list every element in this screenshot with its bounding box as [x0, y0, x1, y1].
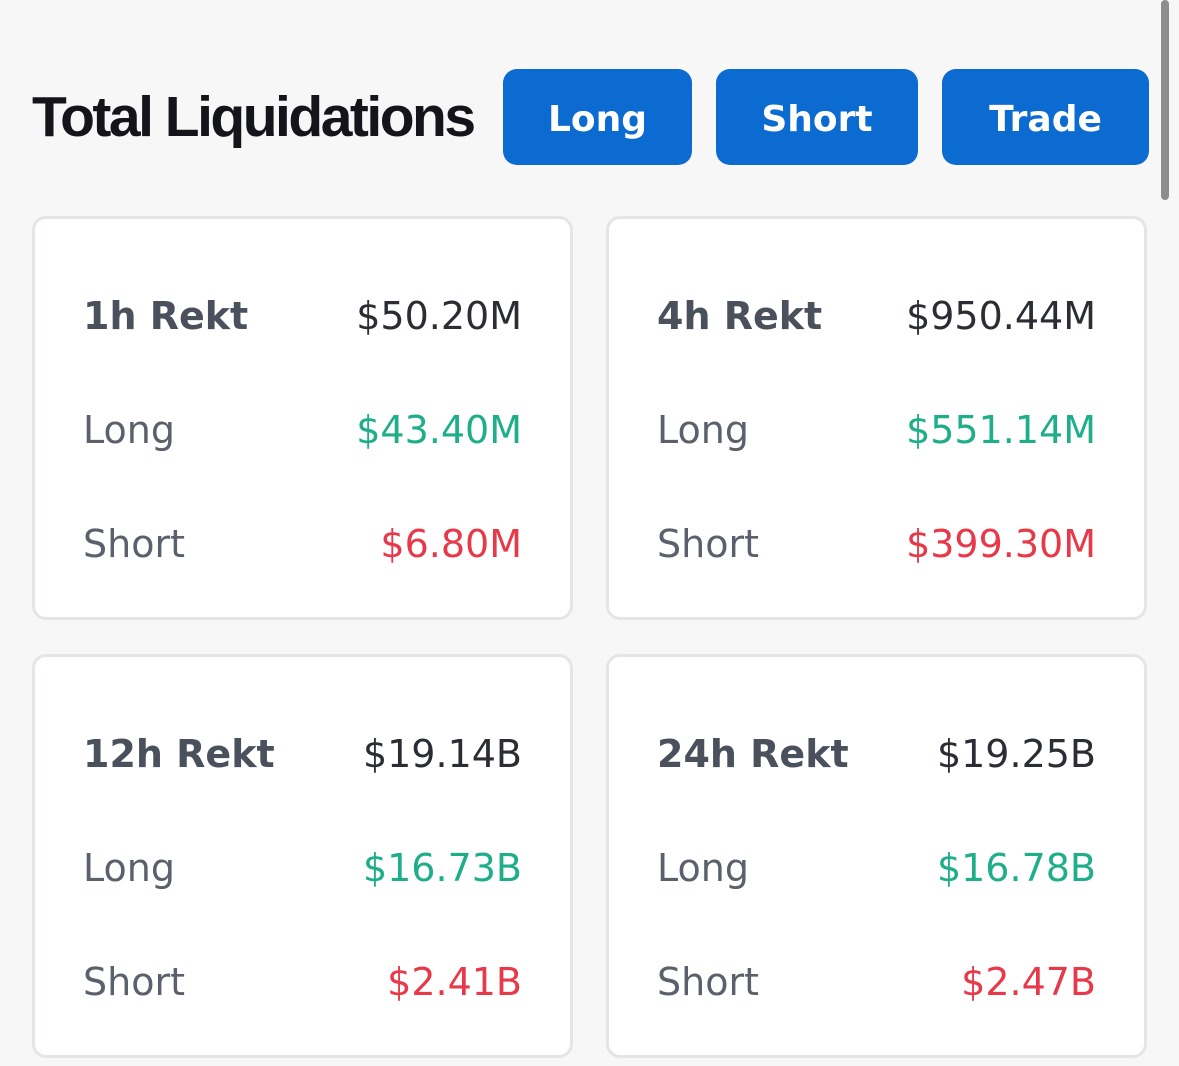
- period-label: 12h Rekt: [83, 732, 275, 776]
- total-value: $50.20M: [356, 294, 522, 338]
- rekt-card-1h: 1h Rekt $50.20M Long $43.40M Short $6.80…: [32, 216, 573, 620]
- period-label: 1h Rekt: [83, 294, 249, 338]
- total-value: $19.25B: [936, 732, 1096, 776]
- rekt-card-24h: 24h Rekt $19.25B Long $16.78B Short $2.4…: [606, 654, 1147, 1058]
- card-total-row: 12h Rekt $19.14B: [83, 729, 522, 779]
- long-label: Long: [657, 846, 749, 890]
- card-long-row: Long $43.40M: [83, 405, 522, 455]
- long-button[interactable]: Long: [503, 69, 692, 165]
- card-long-row: Long $551.14M: [657, 405, 1096, 455]
- period-label: 4h Rekt: [657, 294, 823, 338]
- rekt-card-12h: 12h Rekt $19.14B Long $16.73B Short $2.4…: [32, 654, 573, 1058]
- card-total-row: 1h Rekt $50.20M: [83, 291, 522, 341]
- short-value: $2.41B: [387, 960, 522, 1004]
- short-value: $2.47B: [961, 960, 1096, 1004]
- short-button[interactable]: Short: [716, 69, 918, 165]
- short-label: Short: [657, 960, 759, 1004]
- short-label: Short: [83, 960, 185, 1004]
- card-long-row: Long $16.73B: [83, 843, 522, 893]
- short-value: $6.80M: [380, 522, 522, 566]
- long-label: Long: [83, 408, 175, 452]
- card-total-row: 4h Rekt $950.44M: [657, 291, 1096, 341]
- total-value: $950.44M: [906, 294, 1096, 338]
- card-short-row: Short $6.80M: [83, 519, 522, 569]
- period-label: 24h Rekt: [657, 732, 849, 776]
- scrollbar[interactable]: [1161, 0, 1169, 200]
- long-value: $16.78B: [936, 846, 1096, 890]
- short-label: Short: [657, 522, 759, 566]
- card-short-row: Short $2.41B: [83, 957, 522, 1007]
- total-value: $19.14B: [362, 732, 522, 776]
- card-short-row: Short $2.47B: [657, 957, 1096, 1007]
- card-short-row: Short $399.30M: [657, 519, 1096, 569]
- long-value: $43.40M: [356, 408, 522, 452]
- page-title: Total Liquidations: [32, 85, 476, 149]
- trade-button[interactable]: Trade: [942, 69, 1149, 165]
- long-label: Long: [83, 846, 175, 890]
- long-value: $16.73B: [362, 846, 522, 890]
- short-label: Short: [83, 522, 185, 566]
- long-label: Long: [657, 408, 749, 452]
- short-value: $399.30M: [906, 522, 1096, 566]
- long-value: $551.14M: [906, 408, 1096, 452]
- card-long-row: Long $16.78B: [657, 843, 1096, 893]
- card-total-row: 24h Rekt $19.25B: [657, 729, 1096, 779]
- rekt-card-4h: 4h Rekt $950.44M Long $551.14M Short $39…: [606, 216, 1147, 620]
